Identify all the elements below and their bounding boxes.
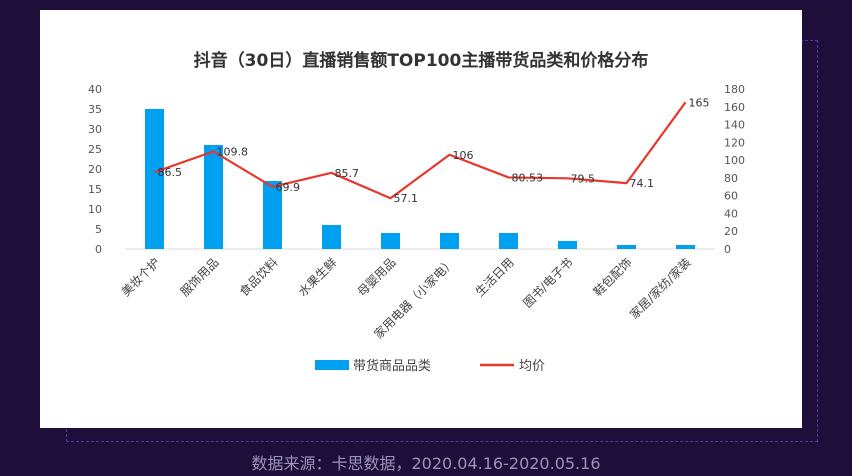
bar-3 [263, 181, 282, 249]
right-axis-tick-label: 0 [724, 243, 731, 256]
line-path [154, 101, 687, 200]
bar-8 [558, 241, 577, 249]
category-label: 图书/电子书 [520, 255, 575, 310]
line-data-label: 74.1 [630, 177, 655, 190]
legend-bar-swatch [315, 360, 349, 370]
bar-5 [381, 233, 400, 249]
bar-9 [617, 245, 636, 249]
line-data-label: 79.5 [571, 172, 596, 185]
left-axis-tick-label: 30 [88, 123, 102, 136]
bar-10 [676, 245, 695, 249]
right-axis-tick-label: 60 [724, 190, 738, 203]
legend: 带货商品品类 均价 [315, 358, 545, 374]
legend-line-label: 均价 [519, 359, 545, 374]
line-data-label: 85.7 [335, 167, 360, 180]
category-label: 母婴用品 [355, 255, 399, 299]
category-label: 生活日用 [473, 255, 517, 299]
left-axis: 0 5 10 15 20 25 30 35 40 [88, 83, 102, 256]
left-axis-tick-label: 15 [88, 183, 102, 196]
category-label: 服饰用品 [178, 255, 222, 299]
category-label: 美妆个护 [119, 255, 163, 299]
chart-panel: 抖音（30日）直播销售额TOP100主播带货品类和价格分布 0 5 10 15 20 25… [40, 10, 802, 428]
category-label: 水果生鲜 [296, 255, 340, 299]
right-axis-tick-label: 160 [724, 101, 745, 114]
line-data-label: 165 [689, 96, 710, 109]
left-axis-tick-label: 10 [88, 203, 102, 216]
line-data-label: 69.9 [276, 181, 301, 194]
bar-2 [204, 145, 223, 249]
line-series: 86.5 109.8 69.9 85.7 57.1 106 80.53 79.5 74.1 165 [154, 96, 710, 205]
right-axis-tick-label: 20 [724, 225, 738, 238]
line-data-label: 80.53 [512, 171, 544, 184]
chart-title: 抖音（30日）直播销售额TOP100主播带货品类和价格分布 [194, 50, 649, 71]
combo-chart: 抖音（30日）直播销售额TOP100主播带货品类和价格分布 0 5 10 15 20 25… [88, 50, 745, 374]
bar-7 [499, 233, 518, 249]
left-axis-tick-label: 40 [88, 83, 102, 96]
right-axis-tick-label: 40 [724, 207, 738, 220]
line-data-label: 86.5 [158, 166, 183, 179]
left-axis-tick-label: 5 [95, 223, 102, 236]
category-label: 鞋包配饰 [590, 255, 635, 300]
left-axis-tick-label: 0 [95, 243, 102, 256]
right-axis-tick-label: 80 [724, 172, 738, 185]
left-axis-tick-label: 35 [88, 103, 102, 116]
left-axis-tick-label: 20 [88, 163, 102, 176]
category-label: 家居/家纺/家装 [626, 255, 693, 322]
left-axis-tick-label: 25 [88, 143, 102, 156]
bar-series [125, 109, 715, 250]
right-axis: 0 20 40 60 80 100 120 140 160 180 [724, 83, 745, 256]
right-axis-tick-label: 140 [724, 119, 745, 132]
data-source-caption: 数据来源：卡思数据，2020.04.16-2020.05.16 [251, 454, 601, 473]
right-axis-tick-label: 100 [724, 154, 745, 167]
x-axis-labels: 美妆个护 服饰用品 食品饮料 水果生鲜 母婴用品家用电器（小家电） 生活日用 图书/电子书鞋… [119, 255, 694, 342]
line-data-label: 57.1 [394, 192, 419, 205]
right-axis-tick-label: 180 [724, 83, 745, 96]
line-data-label: 109.8 [217, 145, 249, 158]
bar-4 [322, 225, 341, 249]
legend-bar-label: 带货商品品类 [353, 358, 431, 374]
line-data-label: 106 [453, 149, 474, 162]
category-label: 食品饮料 [236, 255, 281, 300]
bar-1 [145, 109, 164, 249]
bar-6 [440, 233, 459, 249]
right-axis-tick-label: 120 [724, 136, 745, 149]
